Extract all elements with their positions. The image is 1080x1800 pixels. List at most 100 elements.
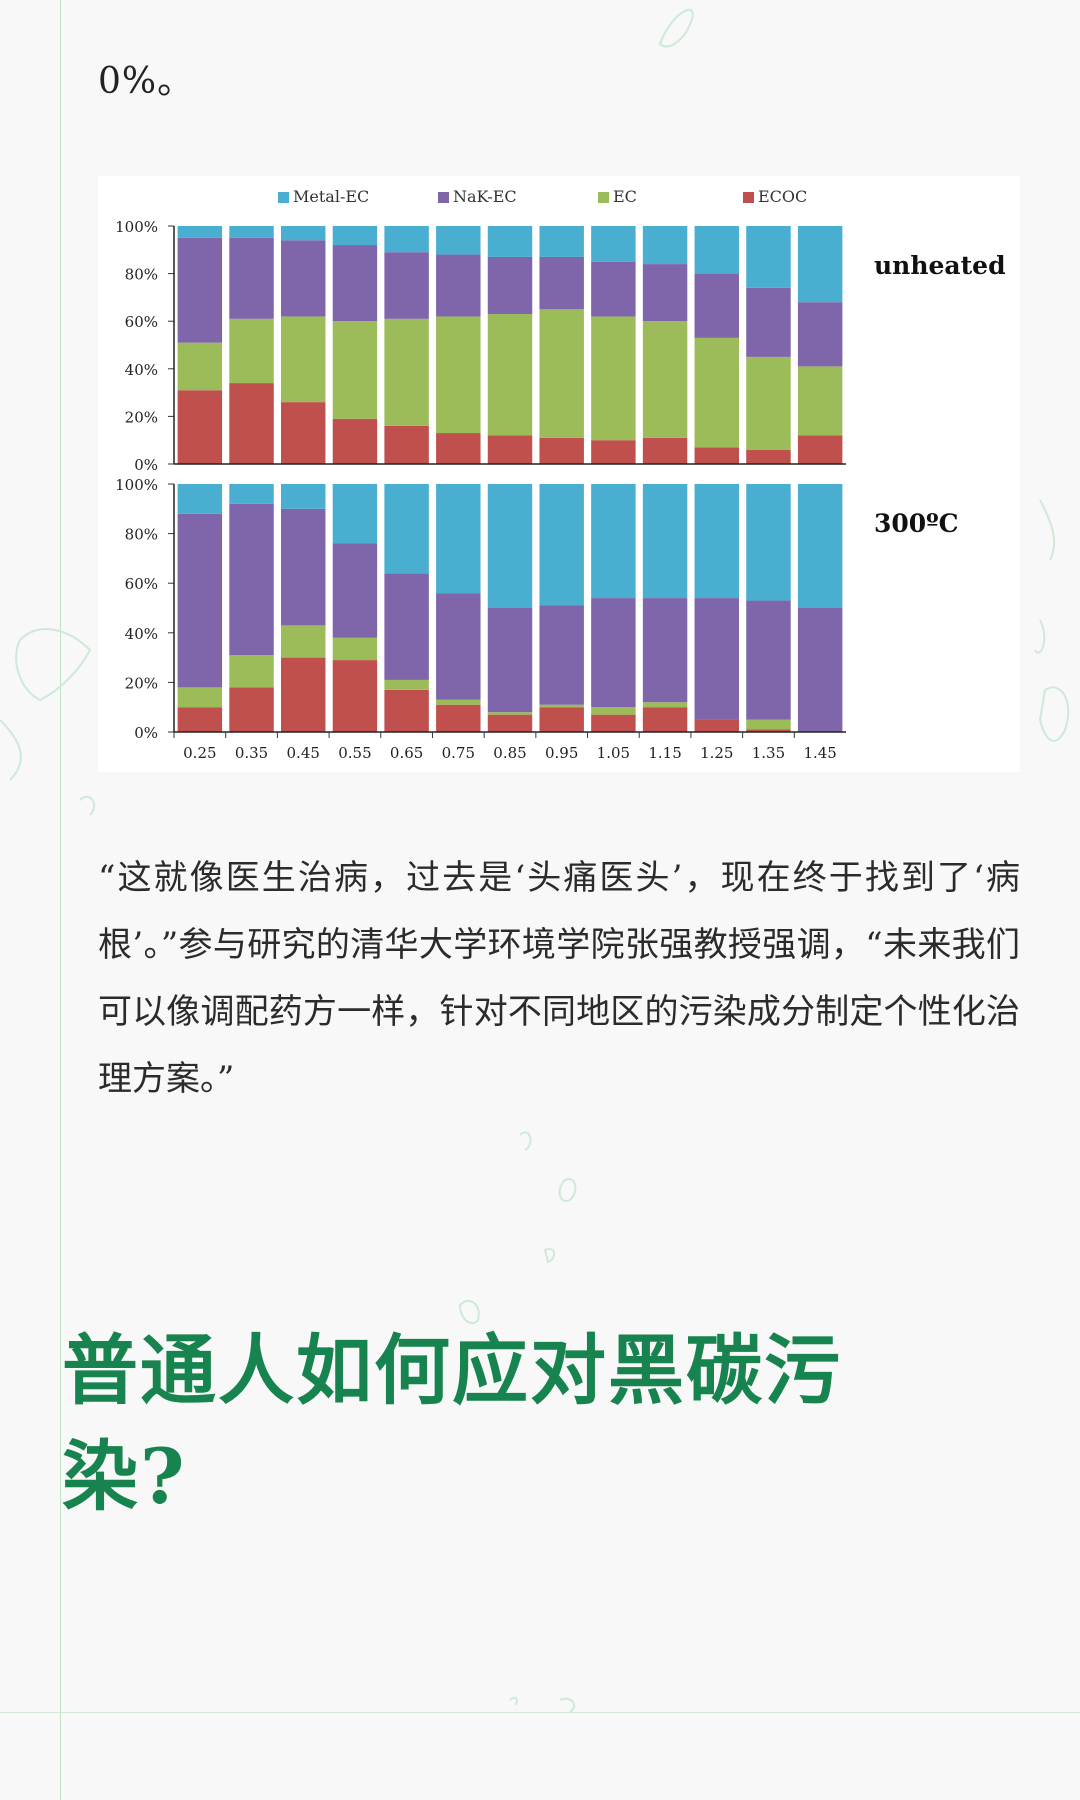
bar-segment <box>487 256 533 315</box>
bar-segment <box>487 435 533 464</box>
bar-segment <box>746 356 791 450</box>
bar-segment <box>229 318 274 384</box>
y-tick-label: 100% <box>115 218 158 236</box>
bar-segment <box>177 237 223 343</box>
legend-label: ECOC <box>758 187 807 206</box>
bar-segment <box>281 484 326 509</box>
bar-segment <box>332 637 378 661</box>
bar-segment <box>746 719 791 730</box>
legend-label: Metal-EC <box>293 187 369 206</box>
bar-segment <box>642 707 688 732</box>
bar-segment <box>436 704 481 732</box>
bar-segment <box>332 543 378 638</box>
bar-segment <box>436 484 481 594</box>
bar-segment <box>797 366 843 436</box>
legend-swatch <box>743 192 754 203</box>
bar-segment <box>746 287 791 357</box>
left-guide-line <box>60 0 61 1800</box>
bar-segment <box>436 699 481 705</box>
bar-segment <box>384 679 429 690</box>
bar-segment <box>591 484 636 599</box>
y-tick-label: 80% <box>125 266 158 284</box>
bar-segment <box>642 264 688 322</box>
bottom-guide-line <box>0 1712 1080 1713</box>
continued-paragraph-fragment: 0%。 <box>98 61 195 102</box>
bar-segment <box>229 237 274 319</box>
bar-segment <box>591 707 636 715</box>
bar-segment <box>384 252 429 319</box>
bar-segment <box>384 425 429 464</box>
bar-segment <box>229 226 274 238</box>
bar-segment <box>539 309 584 438</box>
bar-segment <box>177 390 223 464</box>
legend-swatch <box>278 192 289 203</box>
y-tick-label: 60% <box>125 313 158 331</box>
x-tick-label: 1.15 <box>648 744 681 762</box>
bar-segment <box>539 704 584 708</box>
bar-segment <box>384 318 429 426</box>
bar-segment <box>177 707 223 732</box>
bar-segment <box>797 484 843 608</box>
bar-segment <box>797 226 843 303</box>
section-heading: 普通人如何应对黑碳污染? <box>62 1326 842 1521</box>
bar-segment <box>642 226 688 265</box>
y-tick-label: 60% <box>125 575 158 593</box>
bar-segment <box>229 687 274 732</box>
bar-segment <box>694 484 739 599</box>
legend-label: EC <box>613 187 637 206</box>
x-tick-label: 0.25 <box>183 744 216 762</box>
bar-segment <box>177 513 223 688</box>
x-tick-label: 0.75 <box>442 744 475 762</box>
panel-label: unheated <box>874 251 1006 280</box>
bar-segment <box>694 337 739 448</box>
y-tick-label: 0% <box>134 724 158 742</box>
bar-segment <box>177 342 223 391</box>
bar-segment <box>332 226 378 246</box>
bar-segment <box>281 316 326 403</box>
bar-segment <box>694 226 739 274</box>
bar-segment <box>746 484 791 601</box>
bar-segment <box>177 484 223 514</box>
x-tick-label: 0.55 <box>338 744 371 762</box>
bar-segment <box>384 689 429 732</box>
bar-segment <box>281 657 326 732</box>
bar-segment <box>487 226 533 257</box>
panel-label: 300ºC <box>874 509 959 538</box>
bar-segment <box>436 316 481 434</box>
black-carbon-composition-chart: Metal-EC NaK-EC EC ECOC 0% 20% 40% 60% 80% 100% un… <box>98 176 1020 772</box>
x-tick-label: 1.45 <box>803 744 836 762</box>
bar-segment <box>746 226 791 288</box>
bar-segment <box>797 608 843 732</box>
bar-segment <box>229 484 274 504</box>
bar-segment <box>797 302 843 367</box>
bar-segment <box>642 702 688 708</box>
stacked-bar-chart-svg: Metal-EC NaK-EC EC ECOC 0% 20% 40% 60% 80% 100% un… <box>115 187 1006 762</box>
bar-segment <box>797 435 843 464</box>
bar-segment <box>746 449 791 464</box>
bar-segment <box>332 660 378 732</box>
y-tick-label: 20% <box>125 408 158 426</box>
bar-segment <box>539 226 584 257</box>
bar-segment <box>436 433 481 464</box>
bar-segment <box>591 714 636 732</box>
x-tick-label: 1.05 <box>597 744 630 762</box>
bar-segment <box>177 687 223 708</box>
bar-segment <box>436 226 481 255</box>
bar-segment <box>281 625 326 658</box>
bar-segment <box>642 437 688 464</box>
bar-segment <box>591 226 636 262</box>
bar-segment <box>281 240 326 317</box>
bar-segment <box>436 593 481 700</box>
bar-segment <box>642 484 688 599</box>
bar-segment <box>384 573 429 680</box>
bar-segment <box>487 712 533 715</box>
bar-segment <box>591 598 636 708</box>
bar-segment <box>539 605 584 705</box>
bar-segment <box>281 402 326 464</box>
x-tick-label: 0.95 <box>545 744 578 762</box>
bar-segment <box>229 503 274 656</box>
x-tick-label: 0.35 <box>235 744 268 762</box>
x-tick-label: 1.25 <box>700 744 733 762</box>
bar-segment <box>332 418 378 464</box>
bar-segment <box>436 254 481 317</box>
